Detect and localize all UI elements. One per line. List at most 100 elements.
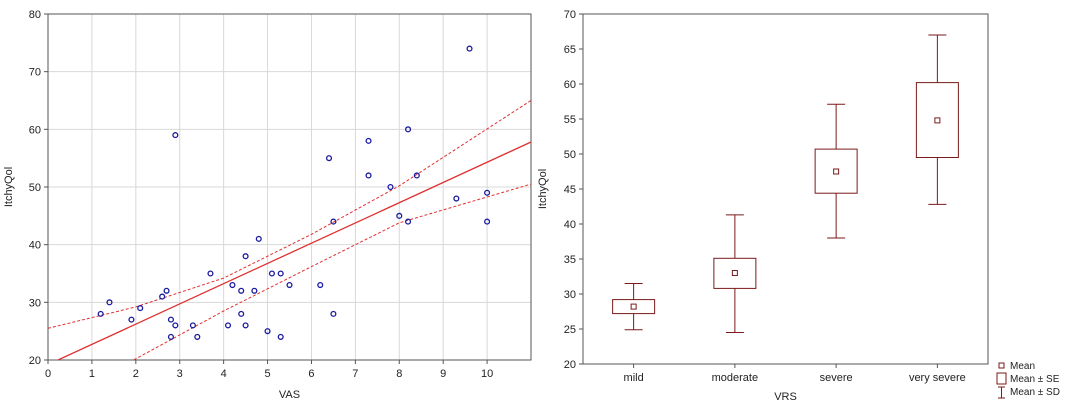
scatter-point	[207, 270, 214, 277]
box-y-tick-label: 20	[564, 359, 576, 371]
scatter-point	[365, 137, 372, 144]
scatter-point	[484, 189, 491, 196]
scatter-point	[325, 155, 333, 162]
box-y-ticks: 20 25 30 35 40 45 50 55 60 65 70	[564, 9, 583, 371]
scatter-x-tick-label: 7	[352, 368, 358, 380]
box-group-mild	[612, 283, 656, 331]
mean-marker	[630, 303, 637, 310]
scatter-x-tick-label: 8	[396, 368, 402, 380]
scatter-y-ticks: 20 30 40 50 60 70 80	[29, 9, 48, 367]
scatter-point	[137, 305, 144, 312]
scatter-x-tick-label: 3	[177, 368, 183, 380]
scatter-point	[286, 281, 293, 289]
scatter-point	[255, 235, 262, 242]
box-y-tick-label: 40	[564, 219, 576, 231]
mean-marker	[833, 168, 840, 175]
scatter-x-tick-label: 5	[264, 368, 270, 380]
legend-mean-symbol	[998, 362, 1005, 369]
scatter-point	[172, 132, 179, 139]
box-y-tick-label: 70	[564, 9, 576, 21]
scatter-y-tick-label: 50	[29, 182, 41, 194]
scatter-point	[229, 281, 236, 289]
scatter-point	[172, 322, 179, 329]
scatter-x-ticks: 0 1 2 3 4 5 6 7 8 9 10	[45, 360, 493, 380]
scatter-point	[224, 322, 232, 329]
legend-sd-label: Mean ± SD	[1010, 387, 1060, 398]
scatter-point	[453, 195, 460, 202]
scatter-point	[277, 333, 284, 340]
scatter-point	[317, 281, 324, 289]
box-x-tick-label: mild	[624, 372, 644, 384]
scatter-point	[242, 253, 249, 260]
scatter-y-tick-label: 30	[29, 297, 41, 309]
legend-se-symbol	[996, 372, 1007, 385]
scatter-y-tick-label: 70	[29, 67, 41, 79]
scatter-point	[405, 126, 412, 133]
scatter-grid	[47, 13, 531, 361]
scatter-point	[264, 328, 271, 335]
scatter-point	[466, 45, 473, 52]
scatter-x-tick-label: 2	[133, 368, 139, 380]
scatter-point	[167, 316, 174, 323]
scatter-point	[167, 333, 174, 340]
scatter-x-axis-label: VAS	[279, 389, 300, 401]
ci-upper-line	[48, 100, 531, 329]
box-x-tick-label: severe	[820, 372, 853, 384]
scatter-point	[413, 172, 420, 179]
scatter-point	[251, 287, 258, 294]
scatter-point	[189, 322, 196, 329]
scatter-chart: 0 1 2 3 4 5 6 7 8 9 10 20 30 40 50 60 70 80 VAS ItchyQol	[3, 9, 532, 401]
regression-fit-line	[56, 141, 531, 360]
scatter-point	[163, 287, 170, 294]
scatter-point	[194, 333, 201, 340]
box-y-tick-label: 45	[564, 184, 576, 196]
scatter-point	[405, 218, 412, 225]
scatter-x-tick-label: 6	[308, 368, 314, 380]
box-x-tick-label: moderate	[712, 372, 758, 384]
scatter-x-tick-label: 0	[45, 368, 51, 380]
box-y-tick-label: 50	[564, 149, 576, 161]
scatter-point	[387, 183, 394, 191]
mean-marker	[731, 270, 738, 276]
scatter-point	[128, 316, 135, 323]
scatter-point	[396, 212, 403, 219]
legend-mean-label: Mean	[1010, 361, 1035, 372]
box-x-axis-label: VRS	[774, 391, 797, 403]
scatter-point	[277, 270, 284, 277]
scatter-point	[365, 172, 372, 179]
box-group-moderate	[713, 214, 757, 333]
ci-lower-line	[132, 183, 531, 360]
scatter-point	[268, 270, 275, 277]
scatter-y-tick-label: 40	[29, 240, 41, 252]
scatter-point	[106, 299, 113, 306]
box-group-severe	[814, 103, 858, 239]
scatter-y-axis-label: ItchyQol	[3, 167, 15, 207]
scatter-point	[97, 310, 104, 317]
box-x-ticks: mild moderate severe very severe	[624, 364, 966, 384]
legend-se-label: Mean ± SE	[1010, 374, 1060, 385]
box-y-tick-label: 25	[564, 324, 576, 336]
box-y-tick-label: 55	[564, 114, 576, 126]
confidence-bands	[48, 100, 531, 360]
scatter-point	[330, 218, 337, 225]
scatter-point	[242, 322, 249, 329]
box-y-axis-label: ItchyQol	[537, 169, 549, 209]
box-elements	[612, 34, 959, 333]
box-chart: 20 25 30 35 40 45 50 55 60 65 70 mild moderate sever…	[537, 9, 1060, 403]
regression-line	[56, 141, 531, 360]
scatter-point	[330, 310, 337, 317]
scatter-x-tick-label: 10	[481, 368, 493, 380]
scatter-points	[97, 45, 491, 340]
scatter-point	[238, 310, 245, 317]
box-group-very-severe	[915, 34, 959, 205]
box-y-tick-label: 35	[564, 254, 576, 266]
box-y-tick-label: 65	[564, 44, 576, 56]
mean-marker	[934, 117, 941, 124]
scatter-point	[159, 293, 166, 300]
scatter-y-tick-label: 60	[29, 124, 41, 136]
scatter-x-tick-label: 1	[89, 368, 95, 380]
box-y-tick-label: 30	[564, 289, 576, 301]
scatter-point	[484, 218, 491, 225]
box-x-tick-label: very severe	[909, 372, 966, 384]
